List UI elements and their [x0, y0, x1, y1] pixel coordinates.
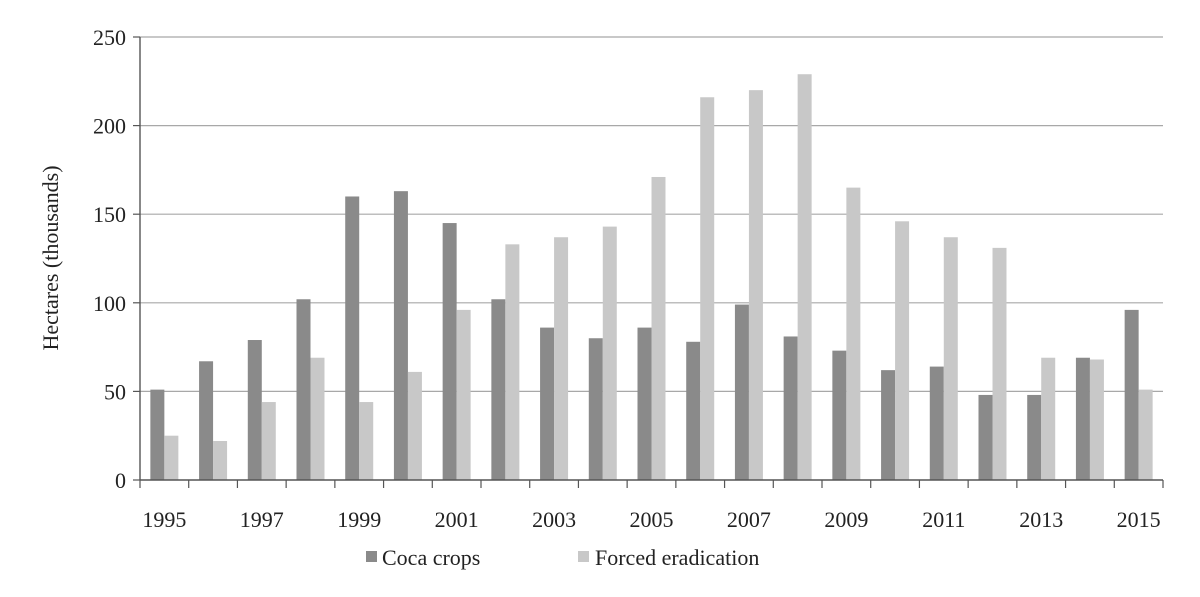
x-tick-label: 2015: [1117, 507, 1161, 532]
legend-swatch-forced-eradication: [578, 551, 589, 562]
bar-forced-eradication-2014: [1089, 359, 1104, 480]
bar-coca-crops-2008: [783, 336, 798, 480]
bar-forced-eradication-2010: [895, 221, 910, 480]
bar-coca-crops-1999: [345, 196, 360, 481]
x-tick-label: 2007: [727, 507, 771, 532]
bar-coca-crops-2000: [393, 191, 408, 480]
bar-forced-eradication-2004: [602, 226, 617, 480]
legend-label-forced-eradication: Forced eradication: [595, 545, 759, 570]
bar-forced-eradication-2008: [797, 74, 812, 480]
y-tick-label: 50: [104, 379, 126, 404]
bar-forced-eradication-2002: [505, 244, 520, 480]
y-tick-label: 0: [115, 468, 126, 493]
x-tick-label: 1997: [240, 507, 284, 532]
bar-forced-eradication-2005: [651, 176, 666, 480]
bar-coca-crops-2010: [881, 370, 896, 480]
bar-forced-eradication-1995: [164, 435, 179, 480]
bar-coca-crops-2004: [588, 338, 603, 480]
bar-coca-crops-1995: [150, 389, 165, 480]
bar-coca-crops-1996: [199, 361, 214, 480]
bar-coca-crops-2015: [1124, 309, 1139, 480]
x-tick-label: 2001: [435, 507, 479, 532]
bar-coca-crops-2014: [1075, 357, 1090, 480]
bar-forced-eradication-2009: [846, 187, 861, 480]
bar-coca-crops-2009: [832, 350, 847, 480]
x-tick-label: 2009: [824, 507, 868, 532]
legend: Coca crops Forced eradication: [366, 545, 759, 570]
x-tick-label: 2005: [630, 507, 674, 532]
bar-forced-eradication-2015: [1138, 389, 1153, 480]
bar-forced-eradication-2012: [992, 247, 1007, 480]
bar-coca-crops-2005: [637, 327, 652, 480]
bar-forced-eradication-2013: [1041, 357, 1056, 480]
legend-label-coca-crops: Coca crops: [382, 545, 480, 570]
bar-coca-crops-2001: [442, 223, 457, 480]
y-axis-title: Hectares (thousands): [38, 165, 63, 350]
bar-forced-eradication-2006: [700, 97, 715, 481]
bar-forced-eradication-1997: [261, 402, 276, 480]
bar-forced-eradication-2000: [407, 371, 422, 480]
legend-swatch-coca-crops: [366, 551, 377, 562]
x-tick-label: 2003: [532, 507, 576, 532]
y-tick-label: 100: [93, 291, 126, 316]
bar-coca-crops-2006: [686, 341, 701, 480]
bar-forced-eradication-1996: [213, 441, 228, 480]
bar-forced-eradication-1998: [310, 357, 325, 480]
bar-coca-crops-2011: [929, 366, 944, 480]
y-tick-label: 200: [93, 114, 126, 139]
bar-forced-eradication-1999: [359, 402, 374, 480]
bar-coca-crops-1997: [247, 340, 262, 480]
bar-forced-eradication-2007: [748, 90, 763, 480]
x-tick-label: 2011: [922, 507, 965, 532]
y-tick-label: 250: [93, 25, 126, 50]
bar-coca-crops-2012: [978, 394, 993, 480]
bar-forced-eradication-2011: [943, 237, 958, 480]
y-tick-label: 150: [93, 202, 126, 227]
bar-coca-crops-2003: [540, 327, 555, 480]
bar-forced-eradication-2003: [554, 237, 569, 480]
bar-coca-crops-2007: [734, 304, 749, 480]
axes: 0 50 100 150 200 250 1995 1997 1999 2001 2003 2005 2…: [93, 25, 1164, 532]
x-tick-label: 1995: [142, 507, 186, 532]
bar-coca-crops-2013: [1027, 394, 1042, 480]
x-tick-label: 2013: [1019, 507, 1063, 532]
bars: [150, 74, 1153, 481]
bar-coca-crops-1998: [296, 299, 311, 480]
x-tick-label: 1999: [337, 507, 381, 532]
bar-forced-eradication-2001: [456, 309, 471, 480]
bar-coca-crops-2002: [491, 299, 506, 480]
